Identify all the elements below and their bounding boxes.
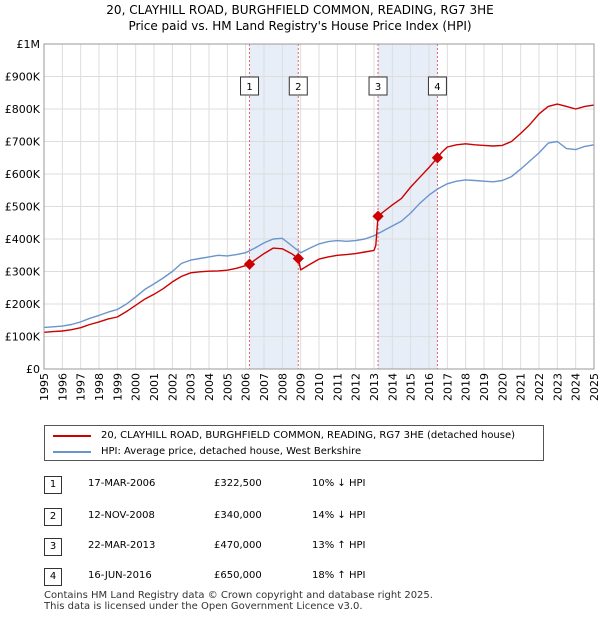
x-tick-label: 2006 [240, 373, 253, 401]
x-tick-label: 2024 [570, 373, 583, 401]
x-tick-label: 2003 [185, 373, 198, 401]
x-tick-label: 2025 [588, 373, 600, 401]
property-price-line [43, 103, 595, 333]
transaction-date: 17-MAR-2006 [88, 478, 156, 489]
y-tick-label: £500K [5, 201, 41, 214]
x-tick-label: 2004 [203, 373, 216, 401]
x-tick-label: 2012 [350, 373, 363, 401]
transaction-price: £340,000 [214, 510, 262, 521]
chart-title: 20, CLAYHILL ROAD, BURGHFIELD COMMON, RE… [106, 3, 493, 17]
y-tick-label: £600K [5, 168, 41, 181]
x-tick-label: 2023 [551, 373, 564, 401]
transaction-date: 16-JUN-2016 [88, 570, 152, 581]
legend-swatch-property [53, 435, 91, 437]
x-tick-label: 1995 [38, 373, 51, 401]
sale-number-box [288, 76, 308, 96]
x-tick-label: 2016 [423, 373, 436, 401]
x-tick-label: 2021 [515, 373, 528, 401]
sale-number-label: 2 [295, 82, 301, 93]
x-tick-label: 1998 [93, 373, 106, 401]
footer-copyright: Contains HM Land Registry data © Crown c… [44, 590, 433, 601]
y-tick-label: £0 [26, 363, 40, 376]
transaction-hpi-diff: 14% ↓ HPI [312, 510, 366, 521]
x-tick-label: 2022 [533, 373, 546, 401]
transaction-hpi-diff: 10% ↓ HPI [312, 478, 366, 489]
legend-label-hpi: HPI: Average price, detached house, West… [101, 446, 362, 457]
y-tick-label: £300K [5, 266, 41, 279]
sale-number-label: 3 [375, 82, 381, 93]
sale-point [292, 252, 304, 265]
legend: 20, CLAYHILL ROAD, BURGHFIELD COMMON, RE… [44, 425, 544, 461]
x-tick-label: 2019 [478, 373, 491, 401]
x-tick-label: 2005 [221, 373, 234, 401]
sale-point [372, 210, 384, 222]
transaction-row: 3 22-MAR-2013 £470,000 13% ↑ HPI [44, 538, 564, 558]
x-tick-label: 1996 [56, 373, 69, 401]
transaction-row: 1 17-MAR-2006 £322,500 10% ↓ HPI [44, 476, 564, 496]
legend-swatch-hpi [53, 451, 91, 453]
sale-point [431, 152, 444, 164]
x-tick-label: 1997 [75, 373, 88, 401]
transaction-price: £322,500 [214, 478, 262, 489]
sale-number-box [240, 76, 260, 96]
sale-number-box [427, 76, 447, 96]
plot-border [43, 43, 595, 370]
sale-number-label: 4 [434, 82, 440, 93]
legend-label-property: 20, CLAYHILL ROAD, BURGHFIELD COMMON, RE… [101, 430, 516, 441]
x-tick-label: 2018 [460, 373, 473, 401]
y-tick-label: £100K [5, 331, 41, 344]
sale-number-box [368, 76, 388, 96]
x-tick-label: 2000 [130, 373, 143, 401]
x-tick-label: 2013 [368, 373, 381, 401]
footer-license: This data is licensed under the Open Gov… [44, 601, 363, 612]
hpi-line [43, 140, 595, 329]
y-tick-label: £700K [5, 136, 41, 149]
y-tick-label: £900K [5, 71, 41, 84]
x-tick-label: 2020 [496, 373, 509, 401]
transaction-number: 3 [44, 538, 62, 556]
x-tick-label: 2010 [313, 373, 326, 401]
x-tick-label: 1999 [111, 373, 124, 401]
chart-subtitle: Price paid vs. HM Land Registry's House … [128, 19, 471, 33]
transaction-hpi-diff: 18% ↑ HPI [312, 570, 366, 581]
x-tick-label: 2002 [166, 373, 179, 401]
transaction-number: 4 [44, 568, 62, 586]
transaction-price: £650,000 [214, 570, 262, 581]
transaction-row: 4 16-JUN-2016 £650,000 18% ↑ HPI [44, 568, 564, 588]
price-chart: 20, CLAYHILL ROAD, BURGHFIELD COMMON, RE… [5, 3, 600, 401]
transaction-number: 1 [44, 476, 62, 494]
x-tick-label: 2007 [258, 373, 271, 401]
y-tick-label: £400K [5, 233, 41, 246]
x-tick-label: 2001 [148, 373, 161, 401]
y-tick-label: £1M [17, 38, 41, 51]
y-tick-label: £200K [5, 298, 41, 311]
transaction-hpi-diff: 13% ↑ HPI [312, 540, 366, 551]
transaction-date: 12-NOV-2008 [88, 510, 155, 521]
x-tick-label: 2015 [405, 373, 418, 401]
transaction-number: 2 [44, 508, 62, 526]
transaction-row: 2 12-NOV-2008 £340,000 14% ↓ HPI [44, 508, 564, 528]
x-tick-label: 2014 [386, 373, 399, 401]
sale-number-label: 1 [246, 82, 252, 93]
transaction-date: 22-MAR-2013 [88, 540, 156, 551]
x-tick-label: 2017 [441, 373, 454, 401]
x-tick-label: 2011 [331, 373, 344, 401]
sale-point [243, 258, 256, 270]
x-tick-label: 2008 [276, 373, 289, 401]
transaction-price: £470,000 [214, 540, 262, 551]
x-tick-label: 2009 [295, 373, 308, 401]
y-tick-label: £800K [5, 103, 41, 116]
footer: Contains HM Land Registry data © Crown c… [44, 590, 433, 612]
